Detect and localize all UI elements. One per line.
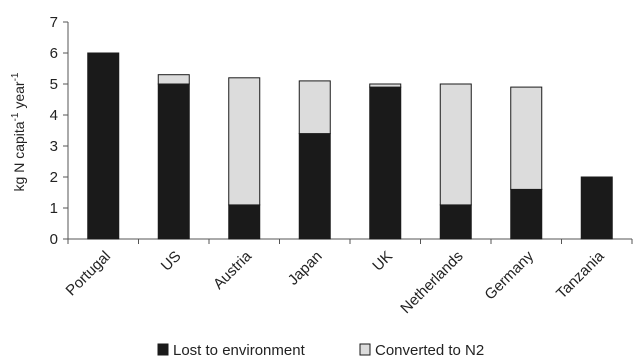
- bar-uk-series-1: [369, 83, 402, 88]
- y-axis-title-text: kg N capita-1 year-1: [10, 72, 27, 191]
- y-axis-title-base: kg N capita: [11, 121, 27, 191]
- legend-swatch-0: [157, 343, 169, 356]
- y-tick-label-5: 5: [50, 76, 58, 93]
- y-tick-label-4: 4: [50, 107, 58, 124]
- bar-tanzania-series-0: [580, 176, 613, 240]
- bar-japan-series-0: [298, 133, 331, 240]
- y-axis-title-sup1: -1: [10, 112, 21, 121]
- x-tick-label-japan: Japan: [285, 248, 326, 289]
- bar-uk-series-0: [369, 86, 402, 240]
- x-tick-label-germany: Germany: [481, 247, 537, 303]
- y-tick-label-1: 1: [50, 200, 58, 217]
- bar-us-series-0: [157, 83, 190, 240]
- x-tick-label-uk: UK: [369, 248, 396, 275]
- x-tick-label-netherlands: Netherlands: [397, 248, 466, 317]
- x-tick-label-us: US: [158, 248, 185, 275]
- y-axis-title-mid: year: [11, 81, 27, 112]
- legend-swatch-1: [359, 343, 371, 356]
- bar-netherlands-series-1: [439, 83, 472, 206]
- y-tick-label-6: 6: [50, 45, 58, 62]
- bar-japan-series-1: [298, 80, 331, 135]
- bar-portugal-series-0: [87, 52, 120, 240]
- bar-netherlands-series-0: [439, 204, 472, 240]
- bar-us-series-1: [157, 74, 190, 85]
- bar-austria-series-1: [228, 77, 261, 206]
- bar-austria-series-0: [228, 204, 261, 240]
- y-tick-label-3: 3: [50, 138, 58, 155]
- y-tick-label-0: 0: [50, 231, 58, 248]
- x-tick-label-tanzania: Tanzania: [553, 247, 608, 302]
- plot-area: 0 1 2 3 4 5 6 7 Portugal US Austria Japan UK Netherla…: [50, 14, 633, 317]
- bar-germany-series-1: [510, 86, 543, 190]
- legend: Lost to environment Converted to N2: [157, 342, 484, 359]
- y-tick-label-2: 2: [50, 169, 58, 186]
- legend-label-1: Converted to N2: [375, 342, 484, 359]
- y-tick-label-7: 7: [50, 14, 58, 31]
- bar-germany-series-0: [510, 188, 543, 240]
- y-axis-title: kg N capita-1 year-1: [10, 72, 27, 191]
- legend-label-0: Lost to environment: [173, 342, 306, 359]
- x-tick-label-portugal: Portugal: [63, 248, 115, 300]
- x-tick-label-austria: Austria: [210, 247, 255, 292]
- y-axis-title-sup2: -1: [10, 72, 21, 81]
